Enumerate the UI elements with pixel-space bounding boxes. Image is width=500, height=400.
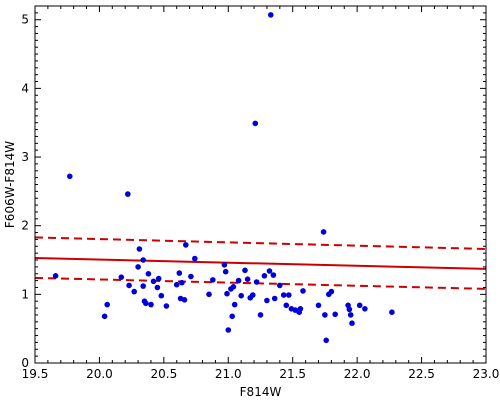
data-point [131, 288, 137, 295]
data-point [192, 255, 198, 262]
data-point [173, 281, 180, 288]
y-tick-label: 0 [21, 356, 29, 370]
fit-lines [34, 236, 487, 290]
data-point [389, 309, 395, 316]
y-tick-label: 1 [21, 287, 29, 301]
dashed-line-1 [34, 236, 487, 250]
data-point [286, 292, 292, 298]
data-point [176, 270, 183, 276]
data-point [270, 272, 277, 278]
data-point [356, 302, 363, 309]
x-tick-label: 21.5 [279, 367, 306, 381]
data-point [125, 191, 131, 197]
data-point [229, 313, 235, 320]
data-point [261, 273, 268, 279]
data-point [52, 273, 59, 279]
data-point [271, 295, 278, 302]
data-point [140, 283, 146, 289]
data-point [155, 275, 162, 282]
x-tick-label: 20.5 [150, 367, 177, 381]
solid-line-0 [34, 257, 487, 270]
dashed-line-2 [34, 276, 487, 290]
data-point [346, 306, 353, 313]
data-point [222, 268, 229, 275]
x-axis-label: F814W [240, 385, 282, 399]
data-point [253, 279, 260, 285]
data-point [277, 282, 283, 289]
x-tick-label: 22.0 [344, 367, 371, 381]
y-axis-label: F606W-F814W [3, 141, 17, 228]
data-point [188, 273, 194, 280]
data-point [154, 284, 161, 291]
data-points [52, 12, 395, 344]
data-point [257, 312, 264, 318]
data-point [135, 264, 141, 270]
data-point [244, 276, 251, 283]
y-tick-label: 3 [21, 150, 29, 164]
data-point [179, 279, 185, 286]
data-point [300, 288, 306, 294]
data-point [320, 229, 327, 235]
data-point [148, 301, 154, 308]
y-tick-label: 4 [21, 81, 29, 95]
data-point [242, 267, 248, 274]
data-point [349, 320, 355, 327]
data-point [283, 302, 290, 309]
data-point [280, 292, 287, 298]
data-point [235, 277, 242, 284]
data-point [328, 288, 335, 295]
data-point [210, 277, 216, 283]
data-point [315, 302, 322, 309]
data-point [231, 301, 238, 308]
data-point [297, 306, 304, 312]
data-point [264, 297, 270, 304]
x-tick-label: 19.5 [22, 367, 49, 381]
data-point [183, 242, 189, 248]
data-point [145, 271, 152, 277]
data-point [101, 313, 108, 320]
data-point [347, 312, 354, 318]
x-tick-label: 23.0 [473, 367, 500, 381]
data-point [140, 257, 146, 263]
data-point [136, 246, 143, 252]
data-point [104, 301, 110, 308]
x-tick-label: 22.5 [408, 367, 435, 381]
data-point [221, 262, 228, 268]
data-point [206, 291, 212, 298]
data-point [67, 173, 73, 180]
data-point [250, 292, 256, 298]
data-point [150, 278, 157, 285]
data-point [266, 268, 273, 274]
data-point [126, 282, 132, 289]
data-point [323, 337, 330, 344]
data-point [230, 284, 237, 290]
data-point [163, 303, 170, 309]
data-point [143, 300, 149, 307]
data-point [118, 274, 125, 281]
data-point [238, 292, 244, 299]
x-tick-label: 20.0 [86, 367, 113, 381]
data-point [268, 12, 274, 18]
data-point [158, 292, 165, 299]
y-axis-ticks: 0 1 2 3 4 5 [21, 5, 486, 370]
data-point [181, 297, 188, 303]
data-point [332, 311, 339, 318]
y-tick-label: 2 [21, 219, 29, 233]
data-point [322, 312, 328, 318]
x-tick-label: 21.0 [215, 367, 242, 381]
data-point [362, 306, 368, 312]
data-point [224, 290, 230, 297]
data-point [252, 120, 259, 127]
x-axis-ticks: 19.5 20.0 20.5 21.0 21.5 22.0 22.5 23.0 [22, 6, 500, 381]
data-point [225, 327, 232, 333]
y-tick-label: 5 [21, 13, 29, 27]
